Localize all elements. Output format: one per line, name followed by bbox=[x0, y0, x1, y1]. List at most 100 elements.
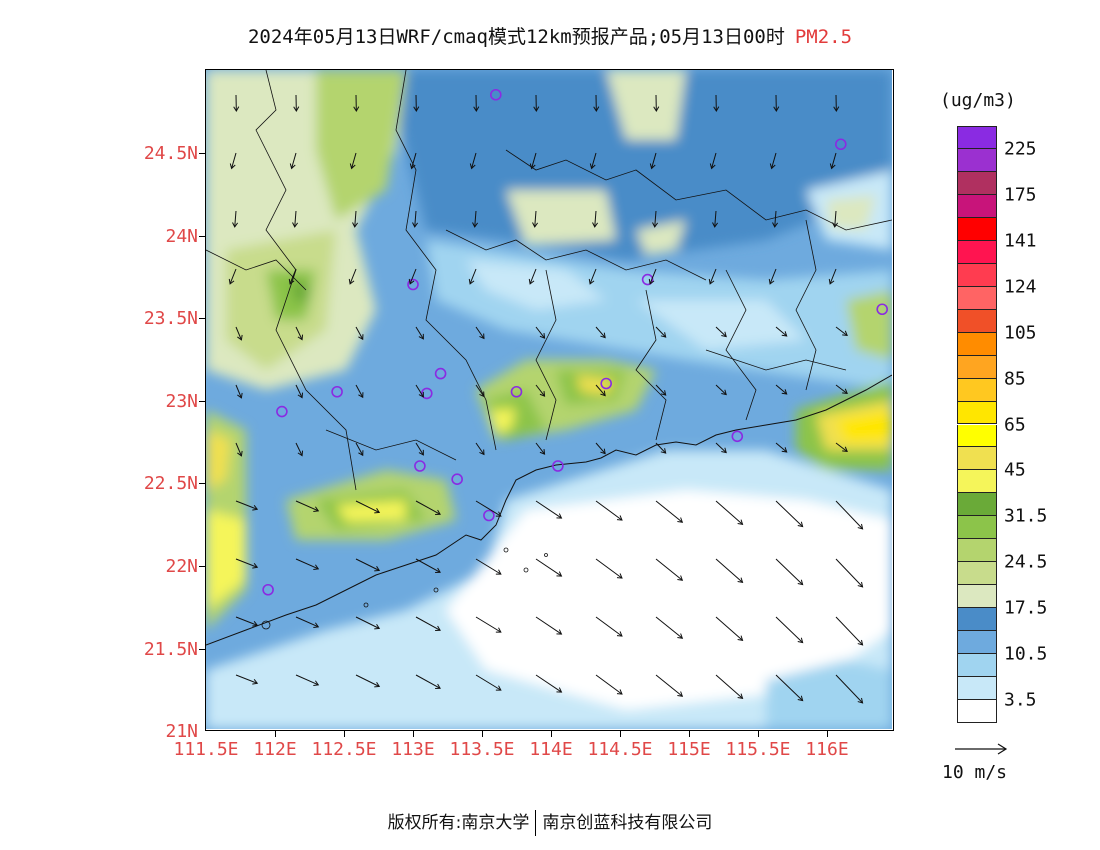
wind-arrow bbox=[235, 674, 258, 684]
wind-arrow bbox=[775, 558, 803, 585]
wind-arrow-head bbox=[616, 689, 623, 695]
title-main: 2024年05月13日WRF/cmaq模式12km预报产品;05月13日00时 bbox=[247, 26, 785, 48]
wind-arrow bbox=[835, 616, 863, 646]
lon-tick bbox=[551, 730, 552, 737]
wind-arrow-head bbox=[473, 106, 480, 112]
wind-arrow bbox=[651, 152, 657, 169]
wind-arrow bbox=[649, 268, 657, 285]
wind-arrow bbox=[535, 326, 545, 339]
wind-arrow bbox=[715, 326, 727, 337]
wind-arrow bbox=[535, 442, 545, 455]
wind-arrow-head bbox=[600, 332, 606, 339]
station-marker bbox=[407, 278, 419, 291]
wind-arrow-head bbox=[528, 278, 535, 285]
wind-arrow-head bbox=[588, 278, 595, 285]
wind-arrow bbox=[655, 674, 683, 697]
wind-arrow bbox=[355, 558, 380, 571]
wind-arrow-head bbox=[252, 621, 259, 627]
wind-arrow-head bbox=[842, 388, 848, 395]
wind-arrow-head bbox=[237, 392, 243, 399]
wind-arrow-head bbox=[797, 521, 804, 528]
wind-arrow-head bbox=[556, 571, 563, 577]
colorbar-label: 85 bbox=[1004, 368, 1026, 390]
colorbar-swatch bbox=[957, 654, 997, 678]
colorbar-label: 65 bbox=[1004, 414, 1026, 435]
lon-tick bbox=[758, 730, 759, 737]
wind-arrow bbox=[835, 674, 863, 704]
wind-arrow bbox=[294, 210, 297, 227]
wind-arrow bbox=[715, 442, 727, 453]
wind-arrow bbox=[415, 326, 424, 340]
wind-arrow bbox=[229, 268, 237, 285]
wind-arrow bbox=[531, 152, 537, 169]
wind-arrow-head bbox=[374, 624, 381, 630]
lon-tick bbox=[275, 730, 276, 737]
wind-arrow-head bbox=[529, 163, 536, 170]
station-marker bbox=[489, 88, 502, 101]
wind-arrow-head bbox=[374, 566, 381, 572]
wind-arrow-head bbox=[237, 450, 243, 457]
admin-boundaries bbox=[206, 70, 892, 491]
islands bbox=[261, 547, 548, 630]
lat-tick bbox=[199, 566, 206, 567]
wind-arrow-head bbox=[616, 631, 623, 637]
lon-tick bbox=[482, 730, 483, 737]
wind-arrow bbox=[594, 210, 597, 227]
lon-label: 113E bbox=[391, 739, 435, 760]
wind-arrow bbox=[655, 442, 667, 454]
wind-arrow bbox=[534, 210, 537, 227]
wind-arrow bbox=[655, 500, 683, 523]
colorbar-swatch bbox=[957, 194, 997, 218]
station-marker bbox=[421, 387, 433, 400]
wind-arrow bbox=[829, 268, 837, 285]
wind-arrow bbox=[415, 558, 441, 573]
wind-arrow bbox=[775, 442, 788, 453]
colorbar-swatch bbox=[957, 332, 997, 356]
wind-arrow-head bbox=[797, 579, 804, 586]
wind-key-label: 10 m/s bbox=[942, 762, 1008, 783]
wind-arrow bbox=[475, 442, 485, 455]
wind-arrow-head bbox=[769, 163, 776, 170]
wind-arrow bbox=[469, 268, 477, 285]
wind-arrow bbox=[295, 326, 303, 340]
pm25-map bbox=[206, 70, 892, 729]
colorbar-swatch bbox=[957, 286, 997, 310]
lat-tick bbox=[199, 318, 206, 319]
wind-arrow-head bbox=[233, 106, 240, 112]
lon-label: 115E bbox=[667, 739, 711, 760]
wind-arrow-head bbox=[252, 505, 259, 511]
wind-arrow bbox=[595, 616, 623, 637]
wind-arrow bbox=[591, 152, 597, 169]
wind-arrow-head bbox=[660, 448, 667, 454]
wind-arrow-head bbox=[297, 392, 304, 399]
wind-arrow bbox=[535, 558, 562, 577]
coastline bbox=[206, 374, 892, 646]
wind-arrow-head bbox=[589, 163, 596, 170]
wind-arrow-head bbox=[857, 639, 864, 646]
wind-arrow bbox=[834, 210, 837, 227]
wind-arrow bbox=[349, 268, 357, 285]
wind-arrow-head bbox=[313, 506, 320, 512]
wind-arrow bbox=[475, 558, 502, 575]
wind-arrow-head bbox=[600, 390, 606, 397]
wind-arrow-head bbox=[435, 567, 441, 573]
wind-arrow bbox=[231, 152, 237, 169]
footer: 版权所有:南京大学 南京创蓝科技有限公司 bbox=[0, 808, 1100, 836]
lat-label: 23.5N bbox=[143, 308, 198, 329]
wind-arrow-head bbox=[313, 622, 320, 628]
wind-arrow bbox=[831, 152, 837, 169]
title-variable: PM2.5 bbox=[794, 26, 853, 48]
colorbar-swatch bbox=[957, 401, 997, 425]
colorbar-swatch bbox=[957, 355, 997, 379]
lon-label: 112.5E bbox=[311, 739, 377, 760]
wind-arrow bbox=[715, 384, 727, 395]
colorbar-label: 105 bbox=[1004, 322, 1037, 344]
wind-arrow bbox=[535, 500, 562, 519]
wind-arrow-head bbox=[737, 519, 744, 526]
wind-arrow-head bbox=[842, 446, 848, 453]
wind-arrow-head bbox=[539, 333, 546, 339]
wind-arrow-head bbox=[348, 278, 355, 285]
wind-arrow-head bbox=[409, 163, 416, 170]
lon-label: 112E bbox=[253, 739, 297, 760]
wind-arrow bbox=[771, 152, 777, 169]
